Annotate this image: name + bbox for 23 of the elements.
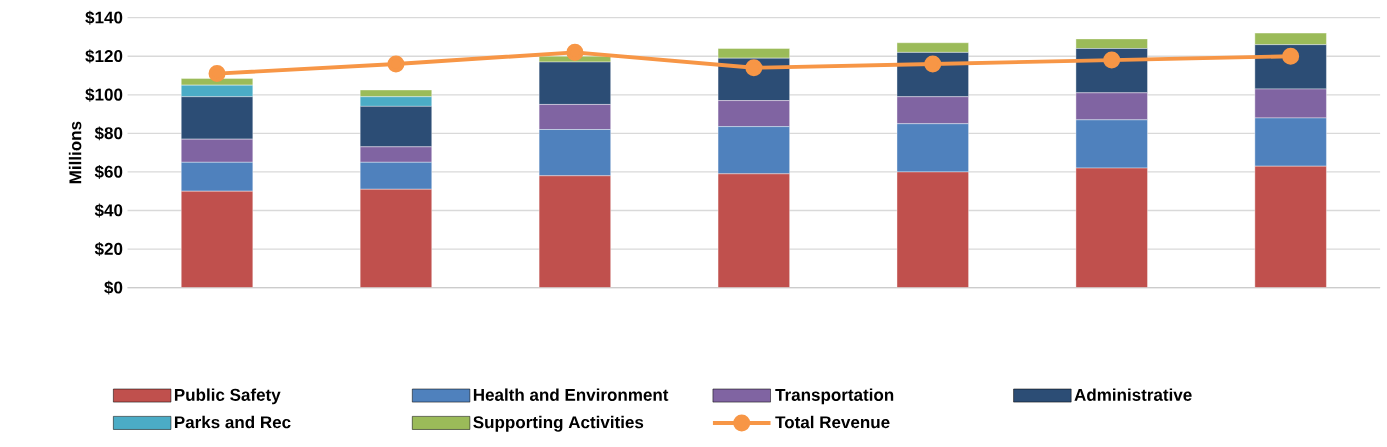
y-tick-label: $40: [94, 203, 123, 218]
y-axis-title: Millions: [68, 121, 82, 184]
legend-label: Total Revenue: [775, 415, 890, 429]
point: [387, 55, 405, 73]
point: [566, 44, 584, 62]
point: [208, 65, 226, 83]
legend-label: Public Safety: [174, 388, 281, 405]
y-tick-label: $100: [85, 88, 123, 102]
point: [745, 59, 763, 77]
y-tick-label: $0: [104, 280, 123, 295]
y-tick-label: $60: [94, 165, 123, 180]
legend-label: Transportation: [775, 388, 894, 405]
y-tick-label: $140: [85, 10, 123, 25]
point: [1103, 51, 1121, 69]
legend-label: Supporting Activities: [473, 415, 644, 432]
y-tick-label: $120: [85, 49, 123, 64]
legend-label: Health and Environment: [473, 388, 669, 402]
point: [924, 55, 942, 73]
legend-label: Parks and Rec: [174, 415, 291, 429]
point: [1282, 47, 1300, 65]
y-tick-label: $20: [94, 242, 123, 257]
legend-label: Administrative: [1074, 388, 1192, 402]
y-tick-label: $80: [94, 126, 123, 141]
